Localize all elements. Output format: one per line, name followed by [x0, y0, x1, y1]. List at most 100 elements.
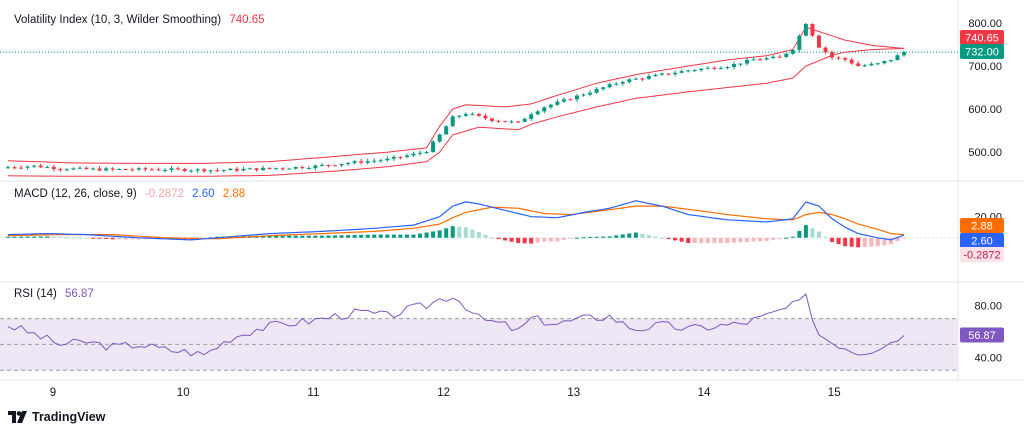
rsi-legend-name: RSI (14) — [14, 288, 57, 300]
price-badge-last-bg — [960, 44, 1004, 59]
x-axis-label: 14 — [698, 387, 711, 399]
candle-body — [686, 70, 691, 72]
macd-histogram-bar — [97, 237, 102, 239]
macd-histogram-bar — [849, 237, 854, 247]
candle-body — [58, 169, 63, 171]
candle-body — [247, 168, 252, 170]
candle-body — [856, 63, 861, 67]
candle-body — [261, 167, 266, 171]
price-badge-upper: 740.65 — [965, 33, 999, 45]
candle-body — [627, 79, 632, 83]
candle-body — [875, 63, 880, 65]
candle-body — [404, 155, 409, 158]
macd-histogram-bar — [418, 233, 423, 238]
macd-histogram-bar — [45, 236, 50, 238]
macd-histogram-bar — [359, 234, 364, 238]
candle-body — [633, 78, 638, 80]
candle-body — [574, 95, 579, 100]
candle-body — [45, 167, 50, 169]
candle-body — [764, 58, 769, 60]
candle-body — [660, 73, 665, 75]
macd-histogram-bar — [300, 235, 305, 238]
macd-histogram-bar — [607, 236, 612, 238]
rsi-badge-value-bg — [960, 327, 1004, 343]
candle-body — [673, 72, 678, 75]
candle-body — [679, 71, 684, 73]
price-badge-upper-bg — [960, 30, 1004, 45]
macd-histogram-bar — [51, 236, 56, 238]
macd-histogram-bar — [378, 234, 383, 238]
macd-legend-macd: 2.60 — [192, 188, 215, 200]
macd-histogram-bar — [306, 235, 311, 238]
macd-histogram-bar — [646, 235, 651, 238]
macd-histogram-bar — [882, 237, 887, 246]
macd-histogram-bar — [529, 237, 534, 244]
candle-body — [699, 68, 704, 71]
macd-histogram-bar — [836, 237, 841, 245]
candle-body — [548, 104, 553, 108]
x-axis-label: 13 — [567, 387, 580, 399]
candle-body — [162, 169, 167, 171]
candle-body — [274, 168, 279, 170]
macd-histogram-bar — [830, 237, 835, 242]
macd-histogram-bar — [823, 236, 828, 238]
candle-body — [816, 35, 821, 48]
candle-body — [195, 169, 200, 171]
macd-histogram-bar — [731, 237, 736, 243]
candle-body — [385, 158, 390, 161]
candle-body — [32, 165, 37, 167]
candle-body — [110, 168, 115, 170]
candle-body — [823, 47, 828, 53]
candle-body — [306, 168, 311, 170]
macd-histogram-bar — [326, 235, 331, 238]
macd-badge-macd: 2.60 — [971, 236, 992, 248]
macd-histogram-bar — [692, 237, 697, 244]
macd-histogram-bar — [267, 235, 272, 238]
macd-histogram-bar — [535, 237, 540, 243]
macd-histogram-bar — [777, 237, 782, 239]
candle-body — [437, 134, 442, 142]
candle-body — [666, 73, 671, 75]
candle-body — [25, 166, 30, 168]
candle-body — [588, 92, 593, 95]
macd-histogram-bar — [620, 234, 625, 238]
price-legend-name: Volatility Index (10, 3, Wilder Smoothin… — [14, 14, 222, 26]
price-axis-tick: 700.00 — [968, 61, 1002, 73]
macd-histogram-bar — [790, 236, 795, 238]
macd-histogram-bar — [522, 237, 527, 244]
macd-histogram-bar — [712, 237, 717, 244]
price-axis-tick: 500.00 — [968, 147, 1002, 159]
macd-badge-hist: -0.2872 — [963, 250, 1000, 262]
macd-histogram-bar — [640, 233, 645, 238]
macd-histogram-bar — [489, 237, 494, 239]
rsi-legend-value: 56.87 — [65, 288, 94, 300]
tradingview-logo-icon — [8, 411, 27, 423]
macd-legend-name: MACD (12, 26, close, 9) — [14, 188, 137, 200]
candle-body — [319, 164, 324, 166]
macd-histogram-bar — [470, 229, 475, 238]
brand[interactable]: TradingView — [8, 410, 105, 424]
macd-histogram-bar — [601, 236, 606, 238]
macd-histogram-bar — [398, 234, 403, 238]
macd-histogram-bar — [588, 236, 593, 238]
macd-legend: MACD (12, 26, close, 9) -0.2872 2.60 2.8… — [14, 188, 250, 200]
candle-body — [843, 58, 848, 60]
macd-histogram-bar — [548, 237, 553, 242]
candle-body — [378, 160, 383, 162]
candle-body — [784, 53, 789, 57]
candle-body — [91, 168, 96, 170]
macd-badge-hist-bg — [960, 247, 1004, 262]
macd-histogram-bar — [764, 237, 769, 241]
candle-body — [646, 76, 651, 79]
candle-body — [398, 156, 403, 158]
candle-body — [810, 23, 815, 36]
candle-body — [489, 118, 494, 121]
candle-body — [516, 121, 521, 123]
rsi-axis-tick: 80.00 — [974, 301, 1002, 313]
candle-body — [339, 164, 344, 166]
macd-histogram-bar — [339, 235, 344, 238]
macd-histogram-bar — [372, 234, 377, 238]
candle-body — [189, 170, 194, 172]
candle-body — [758, 59, 763, 61]
